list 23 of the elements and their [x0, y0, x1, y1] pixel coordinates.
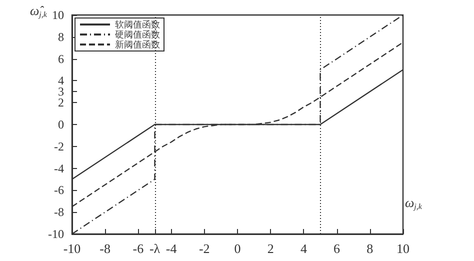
legend-label: 硬阈值函数: [115, 30, 160, 40]
x-tick-label: -8: [100, 241, 111, 256]
x-tick-label: 0: [234, 241, 241, 256]
legend-label: 新阈值函数: [115, 40, 160, 50]
y-tick-label: -8: [54, 205, 64, 220]
y-tick-label: 10: [52, 8, 64, 22]
x-tick-label: -2: [198, 241, 210, 256]
y-tick-label: 6: [58, 52, 64, 66]
y-tick-label: -10: [48, 227, 64, 241]
x-tick-label: -4: [166, 241, 178, 256]
y-tick-label: -2: [54, 139, 64, 154]
x-tick-label: 4: [300, 241, 308, 256]
x-tick-label: -λ: [149, 241, 161, 256]
x-tick-label: -6: [132, 241, 144, 256]
y-tick-label: -6: [54, 183, 64, 198]
x-tick-label: 8: [366, 241, 374, 256]
legend-label: 软阈值函数: [115, 20, 160, 30]
x-tick-label: 2: [267, 241, 274, 256]
x-tick-label: 6: [334, 241, 341, 256]
x-tick-label: 10: [396, 241, 410, 256]
y-tick-label: -4: [54, 161, 64, 176]
y-tick-label: 8: [58, 30, 64, 44]
y-tick-label: 0: [58, 118, 64, 132]
